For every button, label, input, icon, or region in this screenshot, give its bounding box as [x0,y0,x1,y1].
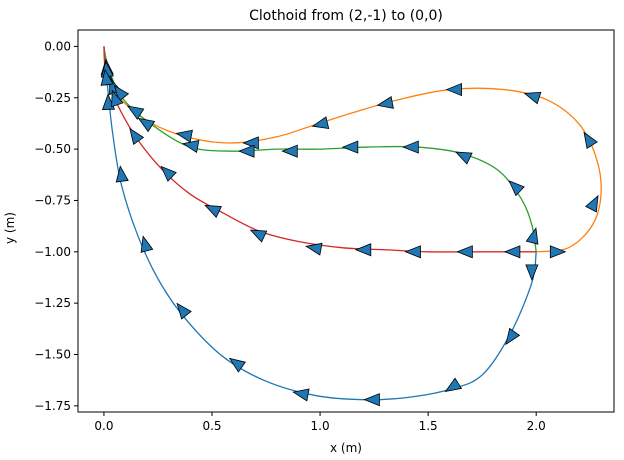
direction-arrow [525,264,539,281]
direction-arrow [176,302,192,320]
direction-arrow [238,144,255,158]
direction-arrow [404,245,421,259]
series-0-line [103,46,537,401]
direction-arrow [181,140,200,153]
y-tick-label: −0.25 [34,91,71,105]
direction-arrow [525,227,539,245]
direction-arrow [228,357,247,373]
direction-arrow [100,68,114,86]
chart-title: Clothoid from (2,-1) to (0,0) [249,8,443,24]
direction-arrow [292,388,310,402]
x-axis-ticks: 0.0 0.5 1.0 1.5 2.0 [94,412,546,433]
direction-arrow [129,127,145,145]
direction-arrow [523,91,542,105]
direction-arrow [445,82,462,97]
direction-arrow [341,140,359,154]
direction-arrow [126,105,145,120]
x-axis-title: x (m) [330,441,362,455]
x-tick-label: 2.0 [527,419,546,433]
y-tick-label: −1.25 [34,296,71,310]
direction-arrow [115,165,129,183]
y-tick-label: −1.75 [34,399,71,413]
direction-arrow [140,235,154,253]
direction-arrow [549,245,567,259]
y-tick-label: −0.75 [34,193,71,207]
direction-arrow [204,204,222,219]
direction-arrow [160,165,177,182]
y-axis-title: y (m) [3,212,17,244]
y-axis-ticks: 0.00 −0.25 −0.50 −0.75 −1.00 −1.25 −1.50 −1.75 [34,39,78,413]
direction-arrow [456,245,473,259]
arrow-layer [100,58,599,407]
y-tick-label: 0.00 [44,39,71,53]
direction-arrow [444,377,463,392]
direction-arrow [402,140,419,154]
y-tick-label: −0.50 [34,142,71,156]
direction-arrow [503,245,521,259]
y-tick-label: −1.00 [34,245,71,259]
direction-arrow [175,129,193,143]
direction-arrow [111,89,124,108]
direction-arrow [585,194,599,213]
y-tick-label: −1.50 [34,347,71,361]
direction-arrow [311,116,330,130]
x-tick-label: 0.0 [94,419,113,433]
x-tick-label: 1.0 [311,419,330,433]
direction-arrow [454,151,473,165]
direction-arrow [508,180,525,197]
direction-arrow [281,144,298,158]
direction-arrow [583,131,598,150]
direction-arrow [363,393,380,407]
x-tick-label: 0.5 [202,419,221,433]
direction-arrow [376,95,394,109]
axes-frame [77,29,615,413]
direction-arrow [505,327,521,346]
direction-arrow [242,136,259,150]
x-tick-label: 1.5 [419,419,438,433]
direction-arrow [305,242,323,256]
direction-arrow [249,229,268,243]
direction-arrow [354,243,372,257]
direction-arrow [137,117,156,133]
